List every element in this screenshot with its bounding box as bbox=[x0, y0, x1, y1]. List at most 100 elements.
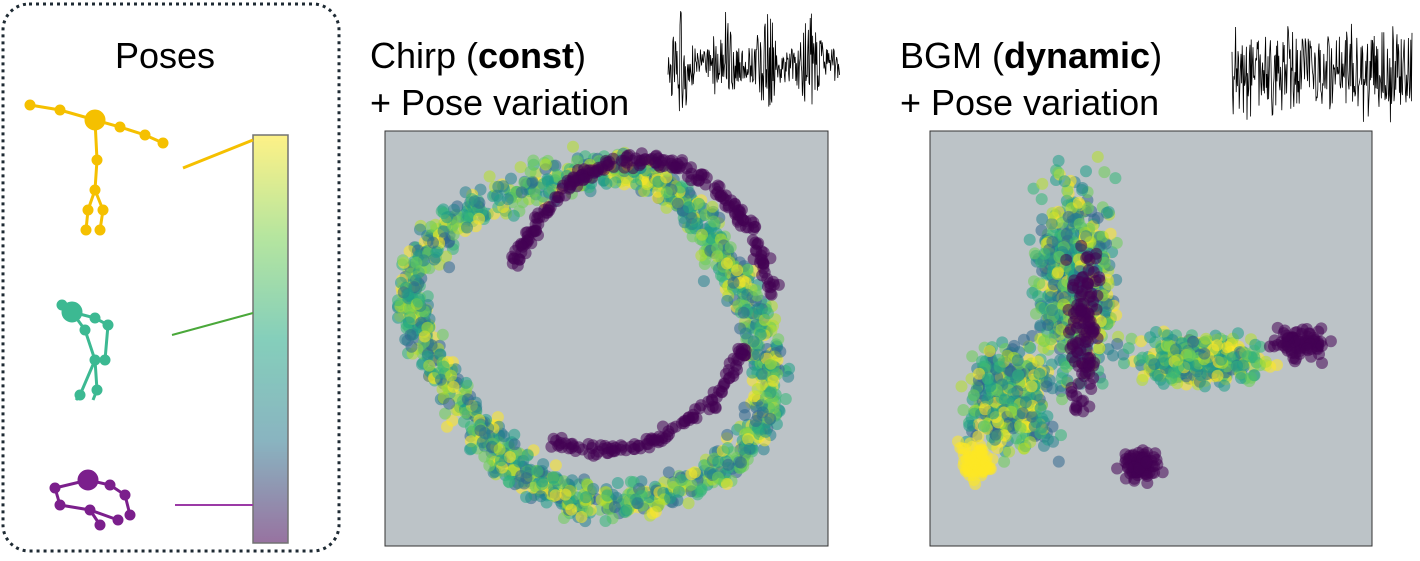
point bbox=[1140, 456, 1153, 469]
point bbox=[1187, 335, 1199, 348]
point bbox=[1055, 372, 1068, 385]
point bbox=[1221, 341, 1234, 354]
point bbox=[1111, 337, 1124, 350]
point bbox=[1080, 251, 1093, 264]
point bbox=[1248, 369, 1261, 382]
point bbox=[1135, 335, 1148, 348]
point bbox=[1073, 218, 1086, 230]
point bbox=[1235, 372, 1247, 384]
title-part: ) bbox=[1150, 35, 1162, 76]
poses-box bbox=[1, 2, 341, 553]
point bbox=[734, 456, 747, 469]
point bbox=[1030, 389, 1043, 402]
point bbox=[717, 380, 730, 393]
point bbox=[1075, 288, 1088, 301]
point bbox=[447, 380, 460, 393]
point bbox=[1085, 383, 1098, 395]
point bbox=[567, 140, 579, 153]
point bbox=[695, 249, 708, 262]
point bbox=[741, 263, 754, 276]
point bbox=[609, 176, 622, 189]
title-part: Chirp ( bbox=[370, 35, 478, 76]
point bbox=[652, 159, 665, 172]
point bbox=[600, 177, 613, 190]
point bbox=[1183, 349, 1196, 362]
point bbox=[668, 161, 681, 174]
point bbox=[1315, 339, 1328, 352]
point bbox=[651, 434, 664, 447]
point bbox=[967, 474, 980, 486]
point bbox=[543, 204, 556, 217]
point bbox=[1200, 332, 1212, 345]
point bbox=[755, 368, 768, 381]
title-part: BGM ( bbox=[900, 35, 1004, 76]
point bbox=[1093, 271, 1106, 284]
point bbox=[1259, 355, 1272, 368]
point bbox=[743, 443, 756, 455]
point bbox=[1014, 422, 1027, 435]
point bbox=[1027, 182, 1040, 195]
point bbox=[1060, 228, 1073, 240]
point bbox=[550, 434, 563, 447]
point bbox=[696, 228, 708, 241]
panel-title: Chirp (const) bbox=[370, 35, 586, 76]
point bbox=[774, 345, 787, 358]
point bbox=[747, 253, 760, 266]
point bbox=[1055, 429, 1067, 442]
point bbox=[738, 342, 751, 355]
panel-subtitle: + Pose variation bbox=[370, 82, 629, 123]
point bbox=[465, 442, 478, 455]
point bbox=[1042, 319, 1055, 331]
point bbox=[1091, 332, 1104, 345]
pose-yellow bbox=[24, 99, 169, 236]
point bbox=[1102, 343, 1115, 356]
point bbox=[572, 164, 584, 176]
point bbox=[539, 158, 552, 171]
point bbox=[515, 239, 528, 252]
point bbox=[564, 181, 577, 194]
panel-subtitle: + Pose variation bbox=[900, 82, 1159, 123]
waveform bbox=[1231, 23, 1413, 123]
point bbox=[1232, 327, 1244, 340]
point bbox=[764, 385, 777, 398]
point bbox=[1064, 323, 1077, 336]
point bbox=[530, 194, 543, 207]
point bbox=[1151, 458, 1164, 471]
point bbox=[578, 173, 590, 186]
pose-green bbox=[56, 299, 114, 401]
point bbox=[1161, 329, 1174, 342]
pose-purple bbox=[49, 469, 136, 531]
point bbox=[1102, 206, 1115, 218]
point bbox=[1052, 166, 1065, 179]
point bbox=[1084, 236, 1097, 249]
point bbox=[601, 489, 614, 502]
point bbox=[764, 412, 777, 425]
point bbox=[1045, 333, 1057, 346]
point bbox=[599, 515, 612, 527]
point bbox=[721, 442, 734, 454]
point bbox=[1180, 370, 1193, 383]
point bbox=[660, 171, 673, 184]
point bbox=[508, 428, 521, 441]
point bbox=[966, 350, 979, 363]
point bbox=[968, 407, 981, 420]
point bbox=[516, 196, 529, 209]
point bbox=[530, 224, 542, 237]
point bbox=[531, 465, 544, 477]
point bbox=[441, 211, 454, 224]
point bbox=[608, 501, 621, 513]
point bbox=[492, 180, 505, 193]
point bbox=[1083, 366, 1096, 379]
point bbox=[527, 154, 540, 167]
point bbox=[1271, 321, 1284, 334]
point bbox=[757, 443, 770, 456]
point bbox=[748, 221, 761, 233]
point bbox=[1096, 377, 1109, 390]
point bbox=[631, 497, 644, 510]
point bbox=[1160, 340, 1173, 353]
point bbox=[526, 175, 539, 188]
point bbox=[1118, 357, 1130, 370]
point bbox=[757, 257, 770, 270]
point bbox=[435, 373, 447, 386]
point bbox=[1110, 236, 1123, 249]
